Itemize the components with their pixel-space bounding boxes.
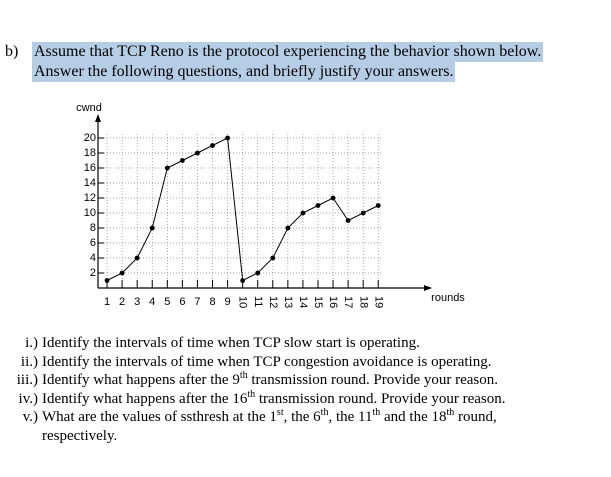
data-point <box>285 225 291 231</box>
x-tick-label: 9 <box>225 296 231 308</box>
x-tick-label: 12 <box>267 296 279 308</box>
data-point <box>164 165 170 171</box>
x-tick-label: 3 <box>134 296 140 308</box>
data-point <box>300 210 306 216</box>
item-text: What are the values of ssthresh at the 1 <box>42 409 277 425</box>
data-point <box>375 203 381 208</box>
superscript: th <box>372 407 381 418</box>
y-tick-label: 18 <box>84 147 96 159</box>
data-point <box>315 203 321 208</box>
x-tick-label: 15 <box>312 296 324 308</box>
x-tick-label: 18 <box>357 296 369 308</box>
x-axis-label: rounds <box>431 292 465 304</box>
item-text: Identify what happens after the 9 <box>42 372 240 388</box>
item-marker: ii.) <box>20 353 38 370</box>
x-tick-label: 8 <box>209 296 215 308</box>
x-tick-label: 5 <box>164 296 170 308</box>
list-item: iv.) Identify what happens after the 16th… <box>0 388 575 409</box>
item-text: transmission round. Provide your reason. <box>255 390 506 407</box>
x-tick-label: 19 <box>372 296 384 308</box>
x-tick-label: 14 <box>297 296 309 308</box>
y-tick-label: 14 <box>84 177 96 189</box>
list-item: iii.) Identify what happens after the 9th… <box>0 371 575 390</box>
x-tick-label: 11 <box>252 296 264 307</box>
item-marker: iii.) <box>16 372 38 388</box>
x-tick-label: 6 <box>179 296 185 308</box>
superscript: th <box>239 370 248 381</box>
list-item: v.) What are the values of ssthresh at th… <box>0 408 575 445</box>
data-point <box>134 255 140 261</box>
data-point <box>179 158 185 163</box>
question-line: Answer the following questions, and brie… <box>32 62 456 82</box>
data-point <box>345 218 351 223</box>
x-tick-label: 17 <box>342 296 354 308</box>
data-point <box>270 255 276 261</box>
question-list: i.) Identify the intervals of time when T… <box>0 334 575 445</box>
superscript: st <box>276 407 284 418</box>
x-tick-label: 7 <box>194 296 200 308</box>
data-point <box>210 143 215 148</box>
data-point <box>330 195 336 201</box>
item-marker: iv.) <box>18 390 38 407</box>
y-axis-arrow <box>95 114 101 122</box>
item-text: Identify the intervals of time when TCP … <box>42 335 420 351</box>
item-marker: v.) <box>22 409 38 425</box>
data-point <box>195 150 200 156</box>
item-text: , the 6 <box>283 409 321 425</box>
x-tick-label: 13 <box>282 296 294 308</box>
data-point <box>119 270 125 276</box>
x-tick-label: 2 <box>119 296 125 308</box>
list-item: ii.) Identify the intervals of time when … <box>0 353 575 372</box>
item-text: Identify what happens after the 16 <box>42 390 248 407</box>
item-text: and the 18 <box>380 409 447 425</box>
y-tick-label: 12 <box>84 192 96 204</box>
y-tick-label: 8 <box>90 222 96 234</box>
y-tick-label: 4 <box>90 252 96 264</box>
x-tick-label: 4 <box>149 296 155 308</box>
x-tick-label: 16 <box>327 296 339 308</box>
list-item: i.) Identify the intervals of time when T… <box>0 334 575 353</box>
question-label: b) <box>5 43 19 60</box>
x-tick-label: 1 <box>104 296 110 308</box>
item-text: round, respectively. <box>42 409 497 444</box>
y-tick-label: 6 <box>90 237 96 249</box>
item-text: transmission round. Provide your reason. <box>247 372 499 388</box>
x-tick-label: 10 <box>237 296 249 308</box>
question-line: Assume that TCP Reno is the protocol exp… <box>32 42 544 62</box>
data-point <box>104 278 110 283</box>
y-tick-label: 16 <box>84 162 96 174</box>
data-point <box>255 270 261 276</box>
superscript: th <box>446 407 455 418</box>
superscript: th <box>320 407 329 418</box>
item-text: , the 11 <box>328 409 373 425</box>
data-point <box>240 278 246 283</box>
data-point <box>360 210 366 216</box>
item-text: Identify the intervals of time when TCP … <box>42 353 492 370</box>
data-point <box>149 225 155 231</box>
x-axis-arrow <box>424 285 432 291</box>
y-tick-label: 2 <box>90 267 96 279</box>
item-marker: i.) <box>25 335 38 351</box>
y-tick-label: 10 <box>84 207 96 219</box>
data-point <box>225 135 230 141</box>
y-axis-label: cwnd <box>76 102 102 114</box>
y-tick-label: 20 <box>84 132 96 144</box>
superscript: th <box>247 388 256 400</box>
